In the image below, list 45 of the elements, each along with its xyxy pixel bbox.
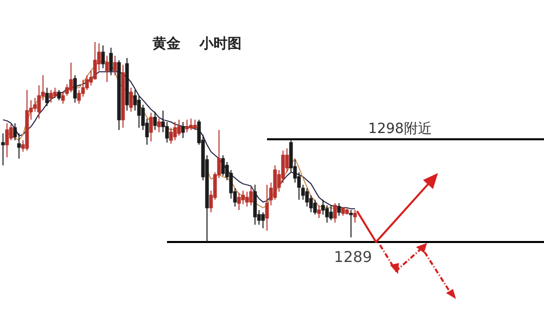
candlestick [25, 90, 29, 152]
candlestick [265, 184, 269, 232]
candlestick [189, 118, 193, 130]
candlestick [109, 47, 113, 76]
candlestick [253, 184, 257, 226]
candlestick [105, 55, 109, 82]
candlestick [113, 55, 117, 76]
candlestick [261, 212, 265, 229]
candlestick [1, 132, 5, 166]
text: 1298附近 [368, 121, 432, 138]
candlestick [125, 58, 129, 112]
candlestick [333, 202, 337, 224]
candlestick [69, 62, 73, 93]
candlestick [313, 199, 317, 216]
candlestick [317, 204, 321, 218]
candlestick [149, 112, 153, 142]
candlestick [45, 87, 49, 106]
candlestick [177, 119, 181, 136]
candlestick [157, 118, 161, 133]
candlestick [249, 186, 253, 206]
candlestick [181, 122, 185, 138]
candlestick [329, 204, 333, 221]
candlestick [5, 122, 9, 158]
candlestick [153, 111, 157, 130]
candlestick [117, 60, 121, 130]
candlestick [353, 210, 357, 224]
candlestick [121, 64, 125, 128]
chart-title: 黄金 小时图 [151, 36, 242, 52]
candlestick [337, 202, 341, 216]
candlestick [53, 87, 57, 98]
candlestick [237, 192, 241, 210]
candlestick [245, 191, 249, 208]
candlestick [73, 74, 77, 104]
candlestick [221, 154, 225, 176]
candlestick [129, 87, 133, 112]
candlestick [193, 119, 197, 130]
candlestick [341, 207, 345, 216]
candlestick [345, 208, 349, 216]
text: 1289 [334, 248, 372, 266]
candlestick [101, 44, 105, 69]
candlestick [185, 119, 189, 133]
candlestick [349, 210, 353, 238]
candlestick [57, 90, 61, 101]
candlestick [49, 90, 53, 104]
candlestick [173, 122, 177, 141]
